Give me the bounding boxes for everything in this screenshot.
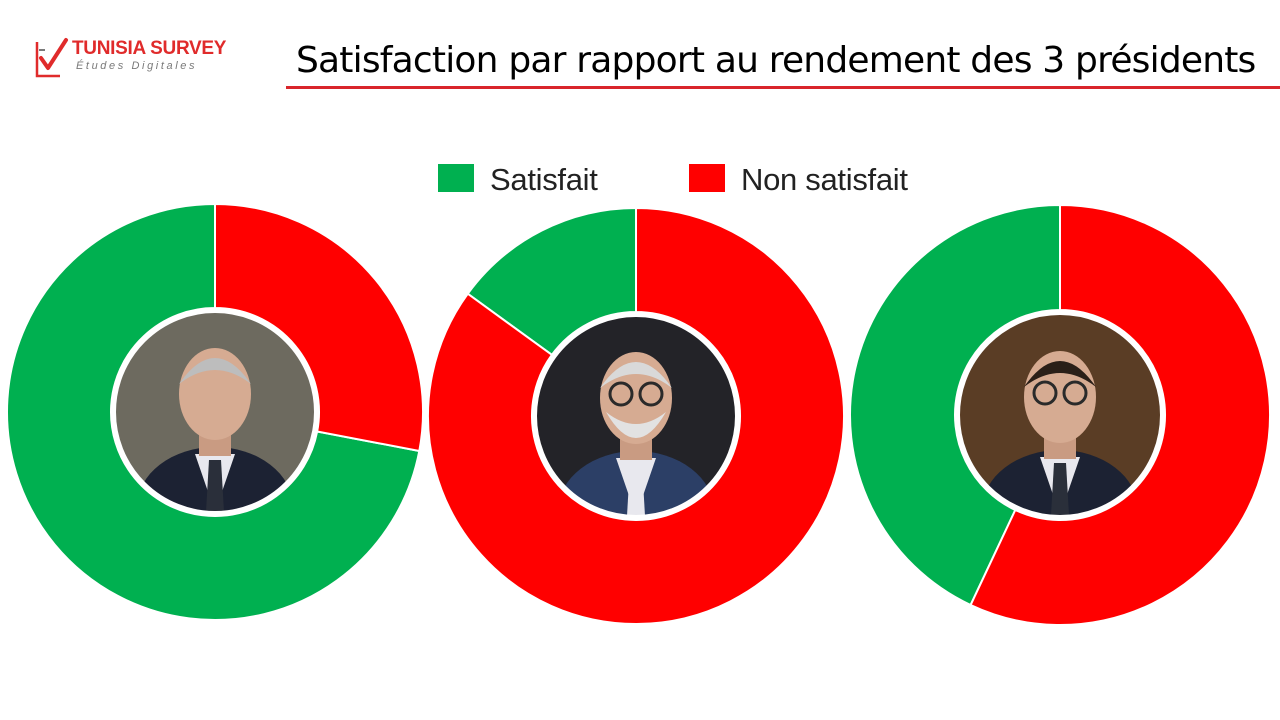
slice-satisfait	[466, 206, 637, 357]
legend-label-non-satisfait: Non satisfait	[741, 162, 908, 197]
slice-non-satisfait	[969, 203, 1271, 626]
portrait-photo	[536, 316, 736, 516]
slice-non-satisfait	[214, 202, 424, 453]
donut-chart-2	[427, 206, 845, 625]
brand-name: TUNISIA SURVEY	[72, 38, 227, 59]
donut-chart-1	[6, 202, 424, 621]
legend-swatch-satisfait	[438, 164, 474, 192]
donut-chart-3	[849, 203, 1271, 626]
page-title: Satisfaction par rapport au rendement de…	[296, 40, 1256, 81]
legend-swatch-non-satisfait	[689, 164, 725, 192]
legend-label-satisfait: Satisfait	[490, 162, 598, 197]
portrait-photo	[959, 314, 1161, 516]
brand-tagline: Études Digitales	[76, 60, 198, 72]
slice-satisfait	[849, 203, 1061, 607]
slice-non-satisfait	[427, 206, 845, 625]
brand-logo: TUNISIA SURVEY Études Digitales	[34, 36, 244, 80]
chart-legend: Satisfait Non satisfait	[0, 150, 1280, 197]
slice-satisfait	[6, 202, 421, 621]
portrait-frame	[112, 309, 318, 515]
portrait-frame	[956, 311, 1164, 519]
title-underline	[286, 86, 1280, 89]
checkmark-logo-icon	[35, 38, 68, 78]
portrait-photo	[115, 312, 315, 512]
portrait-frame	[533, 313, 739, 519]
